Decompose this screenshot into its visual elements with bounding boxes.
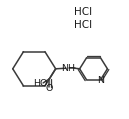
Text: HCl: HCl xyxy=(74,7,92,17)
Text: NH: NH xyxy=(61,64,75,73)
Text: N: N xyxy=(98,76,104,85)
Text: O: O xyxy=(46,84,53,93)
Text: HO: HO xyxy=(33,79,48,88)
Text: HCl: HCl xyxy=(74,20,92,30)
